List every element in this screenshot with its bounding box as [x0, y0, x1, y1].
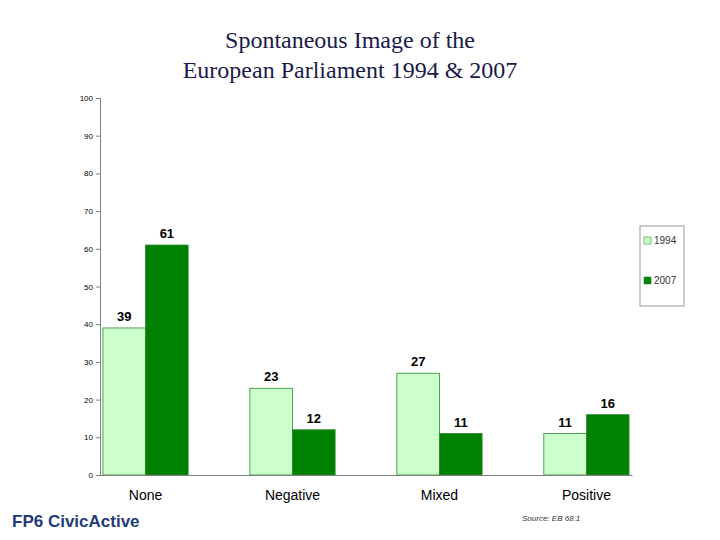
source-note: Source: EB 68.1 [522, 514, 580, 523]
y-axis: 0 10 20 30 40 50 60 70 80 90 100 [80, 94, 101, 480]
y-axis-line [96, 99, 101, 476]
y-tick: 70 [84, 207, 100, 216]
y-tick-mark [96, 211, 100, 212]
data-label: 61 [160, 226, 174, 241]
legend-item: 2007 [644, 275, 677, 286]
legend-item: 1994 [644, 235, 677, 246]
x-tick-label: Positive [562, 487, 611, 503]
y-tick-label: 20 [84, 396, 93, 405]
x-tick: Negative [265, 487, 320, 503]
y-tick-label: 70 [84, 207, 93, 216]
y-tick: 10 [84, 433, 100, 442]
legend-swatch [644, 277, 651, 284]
x-tick-label: None [129, 487, 163, 503]
y-tick-mark [96, 400, 100, 401]
bar [586, 415, 629, 475]
y-tick-mark [96, 173, 100, 174]
x-tick: Mixed [421, 487, 458, 503]
bar [439, 434, 482, 475]
y-tick-mark [96, 362, 100, 363]
y-tick-mark [96, 98, 100, 99]
y-tick-mark [96, 287, 100, 288]
y-tick: 90 [84, 132, 100, 141]
y-tick-mark [96, 475, 100, 476]
y-tick: 100 [80, 94, 100, 103]
x-axis: None Negative Mixed Positive [101, 476, 633, 504]
y-tick: 20 [84, 396, 100, 405]
data-label: 27 [411, 354, 425, 369]
data-label: 23 [264, 369, 278, 384]
y-tick-label: 40 [84, 320, 93, 329]
bar [544, 434, 587, 475]
chart-svg: Spontaneous Image of theEuropean Parliam… [0, 0, 720, 540]
y-tick: 50 [84, 283, 100, 292]
y-tick-mark [96, 136, 100, 137]
bar [146, 245, 189, 475]
y-tick-label: 80 [84, 169, 93, 178]
y-tick-label: 10 [84, 433, 93, 442]
x-axis-line [101, 475, 633, 476]
bar [293, 430, 336, 475]
bars [103, 245, 629, 475]
legend-label: 1994 [654, 235, 677, 246]
x-tick-label: Mixed [421, 487, 458, 503]
x-tick: Positive [562, 487, 611, 503]
bar [103, 328, 146, 475]
y-tick-label: 0 [89, 471, 94, 480]
y-tick-mark [96, 324, 100, 325]
plot: 0 10 20 30 40 50 60 70 80 90 100 None Negative Mixed P… [80, 94, 633, 503]
y-tick: 80 [84, 169, 100, 178]
data-label: 11 [454, 415, 468, 430]
bar [397, 373, 440, 475]
y-tick-label: 90 [84, 132, 93, 141]
y-tick: 0 [89, 471, 100, 480]
legend: 1994 2007 [640, 226, 684, 306]
y-tick-label: 60 [84, 245, 93, 254]
y-tick-label: 100 [80, 94, 94, 103]
y-tick-label: 50 [84, 283, 93, 292]
data-label: 11 [558, 415, 572, 430]
x-tick: None [129, 487, 163, 503]
data-label: 12 [307, 411, 321, 426]
legend-box [640, 226, 684, 306]
legend-swatch [644, 237, 651, 244]
data-label: 39 [117, 309, 131, 324]
chart-title: Spontaneous Image of theEuropean Parliam… [183, 27, 518, 83]
footer-label: FP6 CivicActive [12, 512, 140, 531]
y-tick-label: 30 [84, 358, 93, 367]
data-labels: 39 23 27 11 61 12 11 16 [117, 226, 615, 430]
y-tick: 60 [84, 245, 100, 254]
legend-label: 2007 [654, 275, 677, 286]
data-label: 16 [601, 396, 615, 411]
y-tick-mark [96, 249, 100, 250]
x-tick-label: Negative [265, 487, 320, 503]
y-tick: 40 [84, 320, 100, 329]
bar [250, 388, 293, 475]
y-tick: 30 [84, 358, 100, 367]
y-tick-mark [96, 437, 100, 438]
